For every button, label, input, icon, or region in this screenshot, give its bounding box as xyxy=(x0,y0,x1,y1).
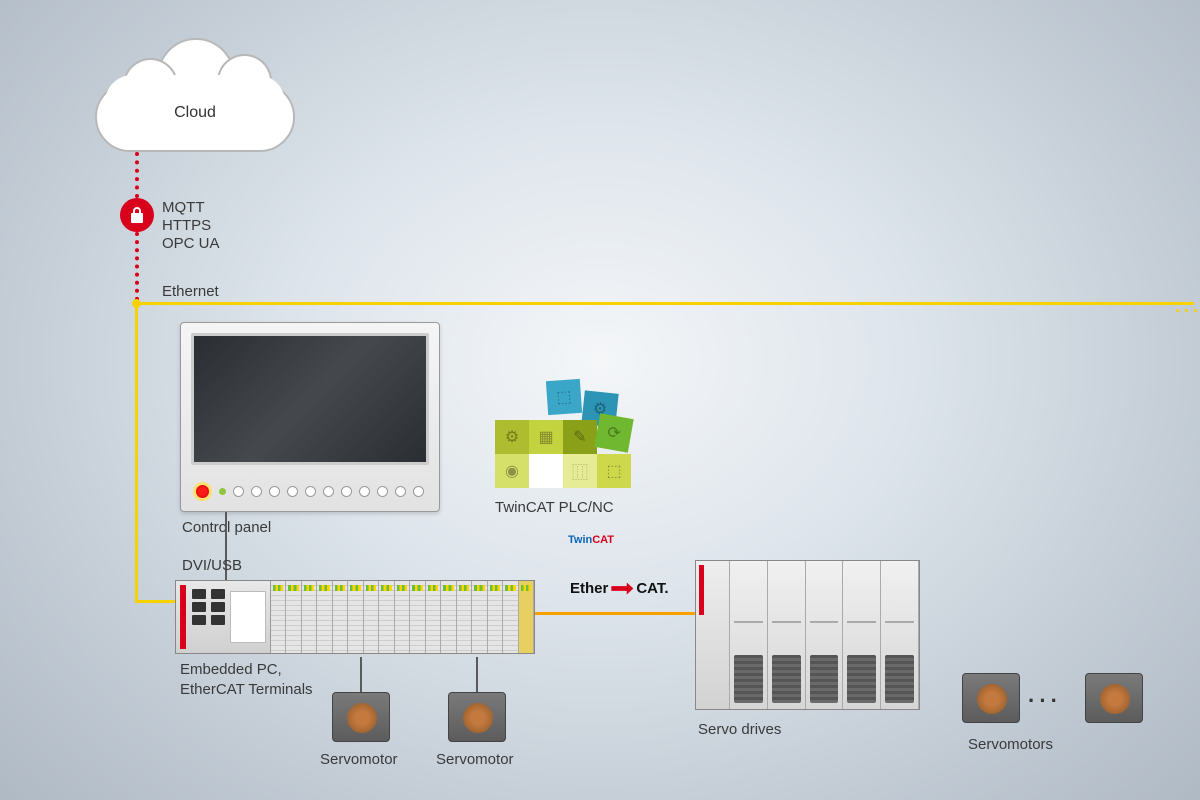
servomotor-1-label: Servomotor xyxy=(320,750,398,770)
embedded-pc-device xyxy=(175,580,535,654)
ethernet-to-epc-line xyxy=(135,600,175,603)
status-led-icon xyxy=(219,488,226,495)
protocol-mqtt: MQTT xyxy=(162,198,205,218)
ethercat-logo: EtherCAT. xyxy=(570,580,669,597)
protocol-https: HTTPS xyxy=(162,216,211,236)
protocol-opcua: OPC UA xyxy=(162,234,220,254)
servomotors-group-label: Servomotors xyxy=(968,735,1053,755)
panel-button-row xyxy=(193,482,427,501)
secure-link-upper xyxy=(135,152,139,198)
ethernet-continuation-dots: ··· xyxy=(1175,301,1200,322)
cloud-node: Cloud xyxy=(95,60,295,160)
ethernet-label: Ethernet xyxy=(162,282,219,302)
servo-drives-device xyxy=(695,560,920,710)
io-terminals xyxy=(271,581,534,653)
servo-drives-label: Servo drives xyxy=(698,720,781,740)
cloud-label: Cloud xyxy=(95,104,295,122)
dvi-usb-label: DVI/USB xyxy=(182,556,242,576)
twincat-logo: ⬚⚙ ⚙▦✎⟳ ◉ TwinCAT ⿲⬚ xyxy=(495,380,635,500)
ethercat-link xyxy=(535,612,695,615)
secure-link-lower xyxy=(135,232,139,301)
servomotor-2 xyxy=(448,692,506,748)
ethernet-bus-line xyxy=(135,302,1194,305)
emergency-stop-icon xyxy=(193,482,212,501)
twincat-label: TwinCAT PLC/NC xyxy=(495,498,614,518)
servomotor-2-label: Servomotor xyxy=(436,750,514,770)
servomotor-1 xyxy=(332,692,390,748)
lock-icon xyxy=(120,198,154,232)
embedded-pc-label: Embedded PC, EtherCAT Terminals xyxy=(180,660,313,699)
servomotor-group-b xyxy=(1085,673,1143,729)
panel-screen xyxy=(191,333,429,465)
ellipsis-icon: ··· xyxy=(1028,688,1062,714)
cpu-module xyxy=(176,581,271,653)
control-panel-device xyxy=(180,322,440,512)
ethernet-drop-line xyxy=(135,302,138,600)
servomotor-group-a xyxy=(962,673,1020,729)
